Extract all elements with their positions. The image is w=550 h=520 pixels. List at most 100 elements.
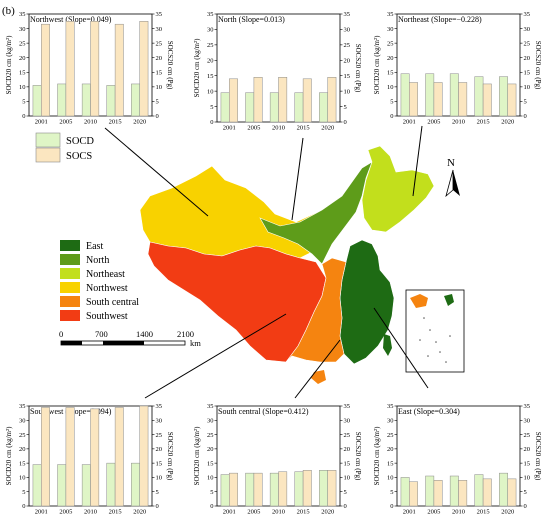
- y-tick-label-left: 15: [207, 73, 214, 80]
- x-tick-label: 2015: [297, 125, 310, 132]
- y-axis-label-left: SOCD20 cm (kg/m²): [193, 38, 201, 98]
- y-tick-label-right: 30: [156, 417, 163, 424]
- y-tick-label-right: 25: [344, 432, 351, 439]
- bar-socd-2020: [319, 92, 328, 123]
- y-tick-label-right: 35: [156, 11, 163, 18]
- y-tick-label-right: 10: [156, 475, 163, 482]
- region-legend: East North Northeast Northwest South central…: [60, 240, 139, 322]
- region-swatch-northwest: [60, 282, 80, 293]
- leader-line-northwest: [104, 127, 209, 217]
- bar-socd-2010: [449, 475, 459, 507]
- bar-socd-2015: [106, 85, 116, 117]
- region-swatch-north: [60, 254, 80, 265]
- y-tick-label-right: 25: [524, 40, 531, 47]
- y-axis-label-left: SOCD20 cm (kg/m²): [5, 426, 13, 486]
- legend-swatch-socs: [35, 147, 61, 163]
- y-tick-label-right: 30: [156, 26, 163, 33]
- y-tick-label-left: 15: [207, 460, 214, 467]
- y-tick-label-right: 20: [156, 446, 163, 453]
- bar-socd-2005: [57, 83, 67, 117]
- y-tick-label-right: 10: [524, 84, 531, 91]
- chart-title: Northwest (Slope=0.049): [30, 15, 112, 24]
- y-axis-label-right: SOCS20 cm (Pg): [166, 432, 174, 481]
- bar-socs-2010: [90, 408, 100, 507]
- y-tick-label-left: 5: [390, 99, 393, 106]
- x-tick-label: 2001: [223, 509, 236, 516]
- y-tick-label-right: 0: [524, 113, 527, 120]
- bar-socd-2001: [32, 85, 42, 117]
- bar-socd-2005: [425, 73, 435, 117]
- y-tick-label-right: 5: [344, 104, 347, 111]
- region-swatch-south-central: [60, 296, 80, 307]
- bar-socs-2015: [302, 78, 312, 123]
- y-axis-label-right: SOCS20 cm (Pg): [534, 41, 542, 90]
- bar-socs-2001: [229, 78, 238, 123]
- bar-socs-2015: [114, 23, 124, 117]
- y-tick-label-left: 0: [22, 113, 25, 120]
- bar-socs-2010: [278, 77, 288, 123]
- bar-socd-2001: [220, 474, 230, 507]
- y-tick-label-left: 0: [390, 503, 393, 510]
- x-tick-label: 2020: [133, 509, 146, 516]
- y-tick-label-right: 15: [524, 460, 531, 467]
- x-tick-label: 2005: [427, 119, 440, 126]
- bar-socd-2015: [474, 474, 484, 507]
- bar-socd-2010: [269, 92, 279, 123]
- y-tick-label-left: 35: [387, 11, 394, 18]
- y-tick-label-left: 25: [19, 40, 26, 47]
- x-tick-label: 2001: [35, 119, 48, 126]
- y-tick-label-right: 0: [344, 119, 347, 126]
- inset-taiwan-shape: [444, 294, 454, 306]
- y-tick-label-right: 35: [156, 403, 163, 410]
- bar-socd-2015: [474, 76, 484, 117]
- y-tick-label-right: 0: [524, 503, 527, 510]
- bar-socs-2015: [482, 83, 492, 117]
- scale-label-700: 700: [95, 329, 108, 339]
- y-tick-label-left: 20: [207, 446, 214, 453]
- bar-socd-2010: [269, 472, 279, 507]
- region-label-east: East: [86, 241, 103, 252]
- y-tick-label-right: 35: [524, 11, 531, 18]
- leader-line-south-central: [294, 339, 341, 399]
- inset-mainland-shape: [410, 294, 428, 308]
- y-tick-label-left: 20: [19, 446, 26, 453]
- y-tick-label-left: 5: [390, 489, 393, 496]
- bar-socs-2015: [482, 478, 492, 507]
- y-tick-label-right: 20: [156, 55, 163, 62]
- x-tick-label: 2020: [321, 125, 334, 132]
- y-tick-label-left: 20: [207, 57, 214, 64]
- y-tick-label-right: 35: [524, 403, 531, 410]
- y-axis-label-left: SOCD20 cm (kg/m²): [373, 35, 381, 95]
- scale-bar: 0 700 1400 2100 km: [59, 329, 201, 348]
- y-tick-label-left: 20: [387, 446, 394, 453]
- leader-lines: [104, 125, 429, 399]
- bar-socs-2020: [139, 405, 149, 507]
- bar-socd-2001: [400, 73, 410, 117]
- bar-socs-2005: [433, 480, 443, 507]
- x-tick-label: 2020: [321, 509, 334, 516]
- chart-title: Northeast (Slope=−0.228): [398, 15, 482, 24]
- chart-title: North (Slope=0.013): [218, 15, 285, 24]
- x-tick-label: 2010: [452, 119, 465, 126]
- x-tick-label: 2010: [272, 125, 285, 132]
- region-label-northwest: Northwest: [86, 283, 128, 294]
- scale-label-2100: 2100: [177, 329, 194, 339]
- y-tick-label-right: 25: [156, 40, 163, 47]
- y-tick-label-right: 15: [156, 69, 163, 76]
- y-axis-label-right: SOCS20 cm (Pg): [534, 432, 542, 481]
- y-tick-label-left: 10: [19, 84, 26, 91]
- y-tick-label-left: 30: [207, 27, 214, 34]
- y-tick-label-left: 10: [387, 84, 394, 91]
- chart-south-central: South central (Slope=0.412) 0 0 5 5 10 10 15 15 2…: [193, 403, 362, 515]
- y-tick-label-left: 10: [207, 475, 214, 482]
- y-tick-label-right: 10: [344, 88, 351, 95]
- y-tick-label-left: 20: [387, 55, 394, 62]
- bar-socd-2005: [425, 475, 435, 507]
- bar-socs-2010: [458, 82, 468, 117]
- y-tick-label-left: 15: [19, 460, 26, 467]
- bar-socd-2001: [400, 477, 410, 507]
